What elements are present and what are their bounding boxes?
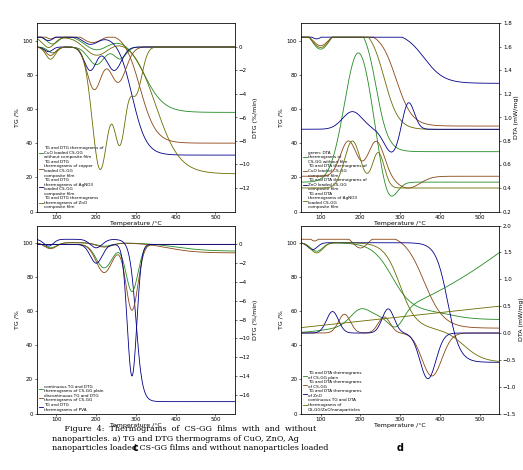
Text: b: b — [396, 241, 404, 251]
Text: c: c — [133, 443, 139, 453]
Y-axis label: DTG (%/min): DTG (%/min) — [253, 97, 258, 138]
Y-axis label: TG /%: TG /% — [15, 108, 20, 127]
Legend: continuous TG and DTG
thermograms of CS-GG plain, discontinuous TG and DTG
therm: continuous TG and DTG thermograms of CS-… — [39, 385, 104, 412]
X-axis label: Temperature /°C: Temperature /°C — [374, 221, 426, 227]
Text: d: d — [396, 443, 404, 453]
Y-axis label: DTA (mW/mg): DTA (mW/mg) — [515, 95, 519, 140]
Text: Figure  4:  Thermograms  of  CS-GG  films  with  and  without
nanoparticles. a) : Figure 4: Thermograms of CS-GG films wit… — [52, 425, 328, 452]
Legend: TG and DTG thermograms of
CuO loaded CS-GG
without composite film, TG and DTG
th: TG and DTG thermograms of CuO loaded CS-… — [39, 146, 104, 210]
Y-axis label: TG /%: TG /% — [15, 310, 20, 329]
Legend: TG and DTA thermograms
of CS-GG plain, TG and DTA thermograms
of CS-GG, TG and D: TG and DTA thermograms of CS-GG plain, T… — [303, 371, 362, 412]
Y-axis label: TG /%: TG /% — [279, 108, 284, 127]
Y-axis label: TG /%: TG /% — [279, 310, 284, 329]
X-axis label: Temperature /°C: Temperature /°C — [374, 423, 426, 429]
Legend: green: DTA
thermograms of
CS-GG without film, TG and DTA thermograms of
CuO load: green: DTA thermograms of CS-GG without … — [303, 151, 367, 210]
X-axis label: Temperature /°C: Temperature /°C — [110, 221, 162, 227]
X-axis label: Temperature /°C: Temperature /°C — [110, 423, 162, 429]
Y-axis label: DTA (mW/mg): DTA (mW/mg) — [519, 298, 523, 342]
Text: a: a — [133, 241, 139, 251]
Y-axis label: DTG (%/min): DTG (%/min) — [253, 299, 258, 340]
